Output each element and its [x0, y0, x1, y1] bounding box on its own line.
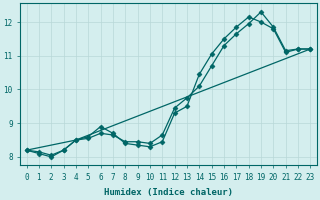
X-axis label: Humidex (Indice chaleur): Humidex (Indice chaleur) — [104, 188, 233, 197]
